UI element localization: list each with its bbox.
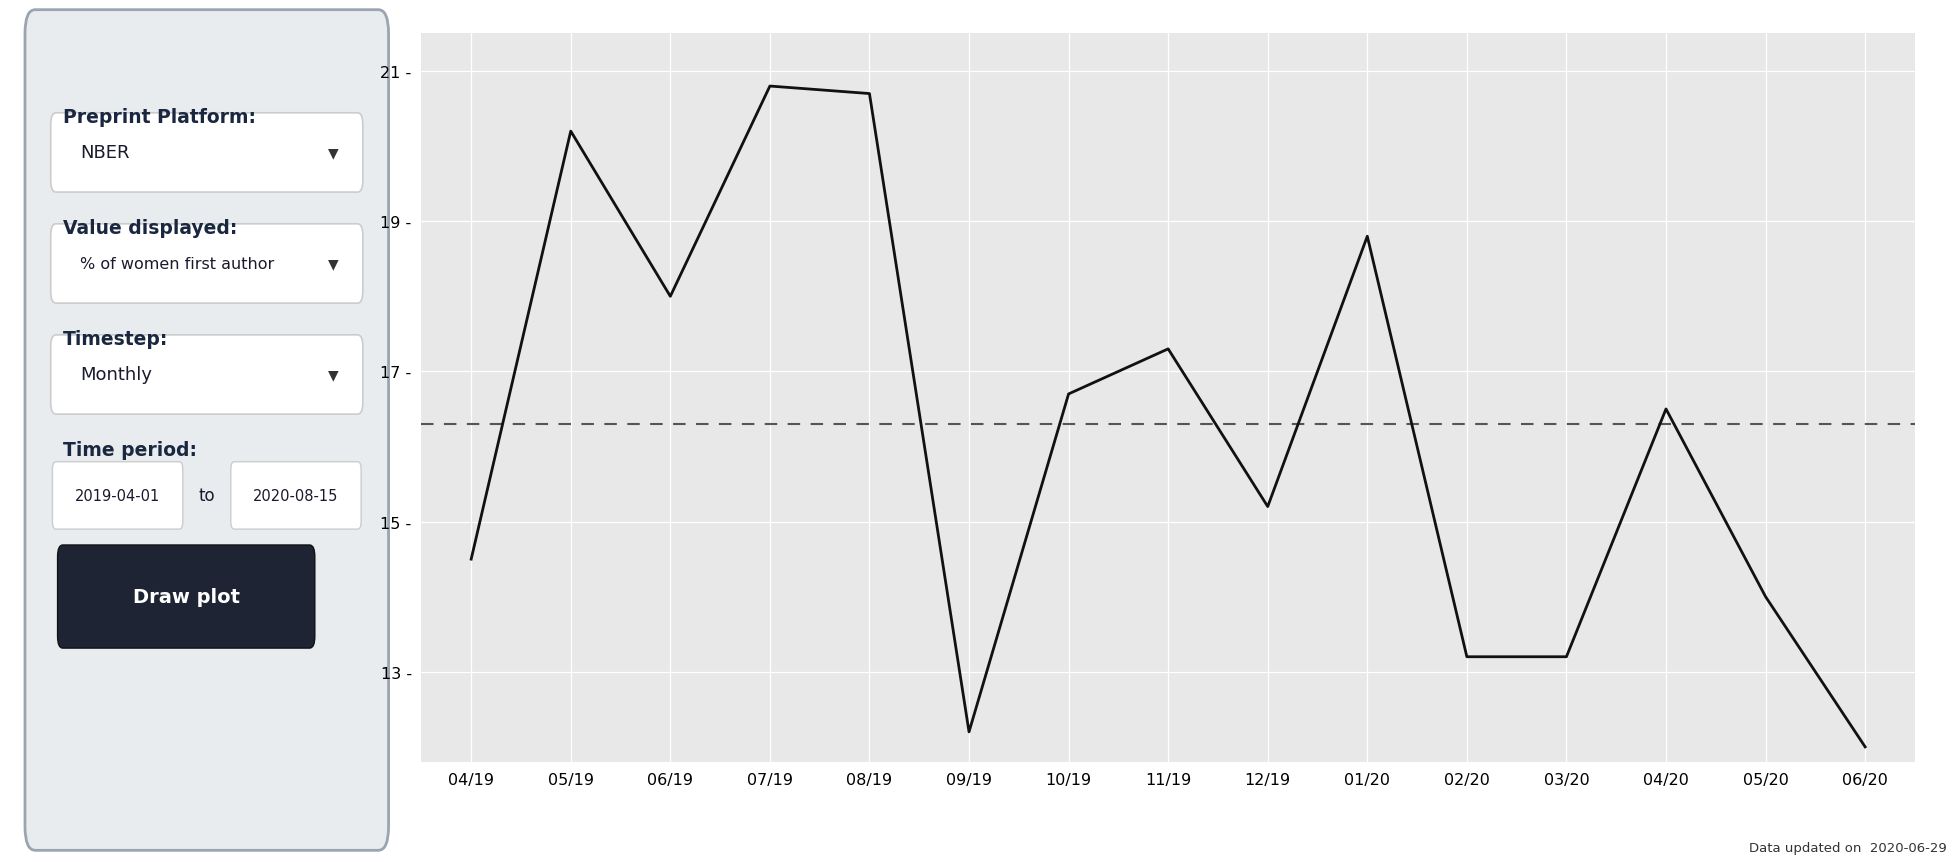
FancyBboxPatch shape: [57, 545, 316, 648]
Text: Time period:: Time period:: [63, 441, 196, 460]
FancyBboxPatch shape: [51, 114, 363, 193]
FancyBboxPatch shape: [51, 225, 363, 304]
Text: ▼: ▼: [327, 368, 339, 382]
Text: Timestep:: Timestep:: [63, 330, 169, 349]
Text: Value displayed:: Value displayed:: [63, 219, 237, 238]
Text: to: to: [198, 486, 216, 505]
FancyBboxPatch shape: [25, 10, 388, 851]
Text: ▼: ▼: [327, 146, 339, 160]
Text: 2020-08-15: 2020-08-15: [253, 488, 339, 504]
FancyBboxPatch shape: [51, 336, 363, 415]
Text: 2019-04-01: 2019-04-01: [74, 488, 161, 504]
Text: Preprint Platform:: Preprint Platform:: [63, 108, 255, 127]
Text: ▼: ▼: [327, 257, 339, 271]
FancyBboxPatch shape: [53, 462, 182, 530]
Text: % of women first author: % of women first author: [80, 257, 274, 272]
Text: NBER: NBER: [80, 145, 129, 162]
Text: Data updated on  2020-06-29: Data updated on 2020-06-29: [1748, 841, 1946, 854]
Text: Monthly: Monthly: [80, 366, 151, 384]
FancyBboxPatch shape: [231, 462, 361, 530]
Text: Draw plot: Draw plot: [133, 587, 239, 606]
